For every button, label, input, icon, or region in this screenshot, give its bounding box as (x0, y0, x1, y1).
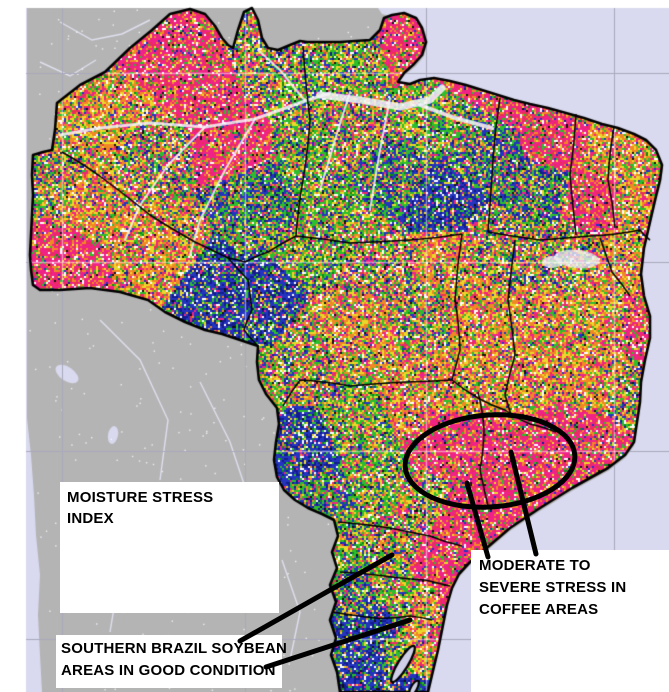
coffee-stress-label: MODERATE TO SEVERE STRESS IN COFFEE AREA… (471, 550, 669, 692)
label-line: SOUTHERN BRAZIL SOYBEAN (61, 640, 288, 657)
label-line: MOISTURE STRESS (67, 489, 214, 506)
soybean-condition-label: SOUTHERN BRAZIL SOYBEAN AREAS IN GOOD CO… (56, 635, 288, 688)
moisture-stress-index-label: MOISTURE STRESS INDEX (60, 482, 279, 613)
label-line: SEVERE STRESS IN (479, 579, 627, 596)
label-line: MODERATE TO (479, 557, 591, 574)
label-line: COFFEE AREAS (479, 601, 599, 618)
label-line: INDEX (67, 510, 114, 527)
label-line: AREAS IN GOOD CONDITION (61, 662, 276, 679)
